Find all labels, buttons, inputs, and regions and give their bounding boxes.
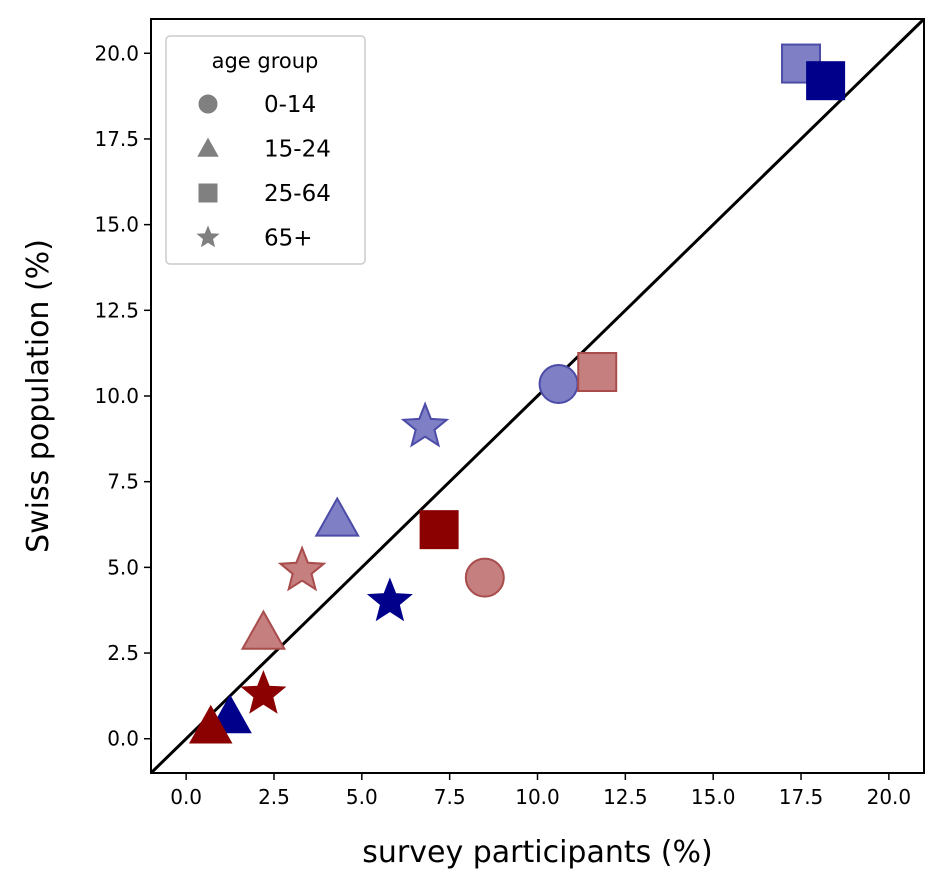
legend-label: 25-64: [264, 181, 331, 207]
x-tick-label: 17.5: [779, 785, 824, 809]
data-point-triangle: [240, 609, 287, 650]
legend-marker-star: [196, 225, 220, 248]
x-tick-label: 10.0: [515, 785, 560, 809]
data-point-circle: [464, 557, 505, 598]
legend-box: [165, 35, 366, 265]
legend-marker-circle: [198, 94, 218, 114]
x-tick-label: 20.0: [867, 785, 912, 809]
y-axis-ticks: 0.0 2.5 5.0 7.5 10.0 12.5 15.0 17.5 20.0: [94, 41, 151, 751]
data-point-triangle: [188, 704, 233, 744]
data-point-star: [400, 401, 450, 448]
data-point-star: [240, 670, 287, 714]
y-tick-label: 12.5: [94, 298, 139, 322]
legend-marker-square: [198, 183, 218, 203]
legend-label: 15-24: [264, 137, 331, 163]
x-axis-ticks: 0.0 2.5 5.0 7.5 10.0 12.5 15.0 17.5 20.0: [170, 773, 911, 809]
y-tick-label: 2.5: [107, 641, 139, 665]
legend: age group 0-14 15-24 25-64 65+: [165, 35, 366, 265]
legend-label: 65+: [264, 226, 313, 252]
legend-title: age group: [212, 49, 319, 73]
legend-label: 0-14: [264, 92, 316, 118]
y-tick-label: 7.5: [107, 470, 139, 494]
y-axis-label: Swiss population (%): [21, 239, 56, 553]
x-tick-label: 2.5: [258, 785, 290, 809]
x-axis-label: survey participants (%): [362, 835, 712, 870]
y-tick-label: 15.0: [94, 213, 139, 237]
x-tick-label: 5.0: [346, 785, 378, 809]
y-tick-label: 10.0: [94, 384, 139, 408]
y-tick-label: 17.5: [94, 127, 139, 151]
x-tick-label: 15.0: [691, 785, 736, 809]
data-point-square: [419, 510, 459, 550]
data-point-star: [277, 545, 327, 592]
y-tick-label: 5.0: [107, 555, 139, 579]
data-point-triangle: [314, 496, 360, 537]
y-tick-label: 0.0: [107, 727, 139, 751]
data-point-square: [806, 61, 846, 101]
data-point-square: [577, 352, 618, 393]
legend-marker-triangle: [197, 137, 219, 157]
points-layer: [188, 43, 846, 744]
x-tick-label: 12.5: [603, 785, 648, 809]
x-tick-label: 0.0: [170, 785, 202, 809]
data-point-star: [366, 577, 413, 622]
data-point-circle: [538, 364, 579, 405]
x-tick-label: 7.5: [434, 785, 466, 809]
y-tick-label: 20.0: [94, 41, 139, 65]
